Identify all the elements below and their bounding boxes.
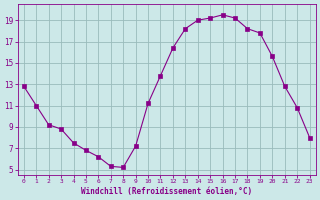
X-axis label: Windchill (Refroidissement éolien,°C): Windchill (Refroidissement éolien,°C) xyxy=(81,187,252,196)
